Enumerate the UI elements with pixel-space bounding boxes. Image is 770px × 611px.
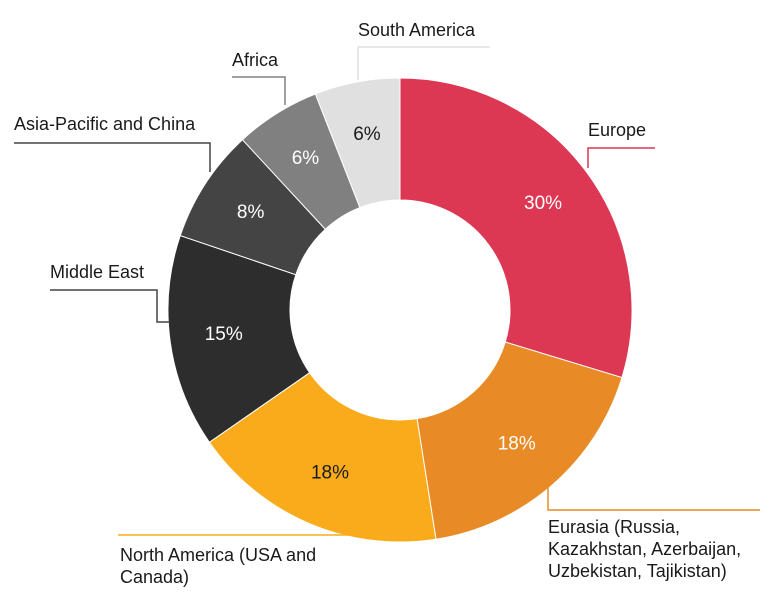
category-label: Eurasia (Russia, Kazakhstan, Azerbaijan,… <box>548 517 742 581</box>
category-label: South America <box>358 20 476 40</box>
category-label: Middle East <box>50 262 145 282</box>
value-label: 8% <box>237 202 265 223</box>
category-label: Europe <box>588 120 647 140</box>
donut-slice <box>167 234 311 443</box>
leader-line <box>50 289 170 323</box>
value-label: 15% <box>205 324 243 345</box>
donut-slice <box>314 77 401 209</box>
value-label: 18% <box>498 433 536 454</box>
leader-line <box>232 76 286 105</box>
leader-line <box>587 147 655 168</box>
value-label: 6% <box>353 124 381 145</box>
donut-slice <box>208 372 437 543</box>
donut-slice <box>399 77 633 379</box>
leader-line <box>547 486 760 511</box>
category-label: Asia-Pacific and China <box>14 114 196 134</box>
category-label: North America (USA and Canada) <box>120 545 317 587</box>
value-label: 6% <box>292 148 320 169</box>
leader-line <box>357 46 490 80</box>
donut-slice <box>416 341 623 540</box>
value-label: 18% <box>311 463 349 484</box>
value-label: 30% <box>524 193 562 214</box>
category-label: Africa <box>232 50 279 70</box>
leader-line <box>14 142 211 172</box>
